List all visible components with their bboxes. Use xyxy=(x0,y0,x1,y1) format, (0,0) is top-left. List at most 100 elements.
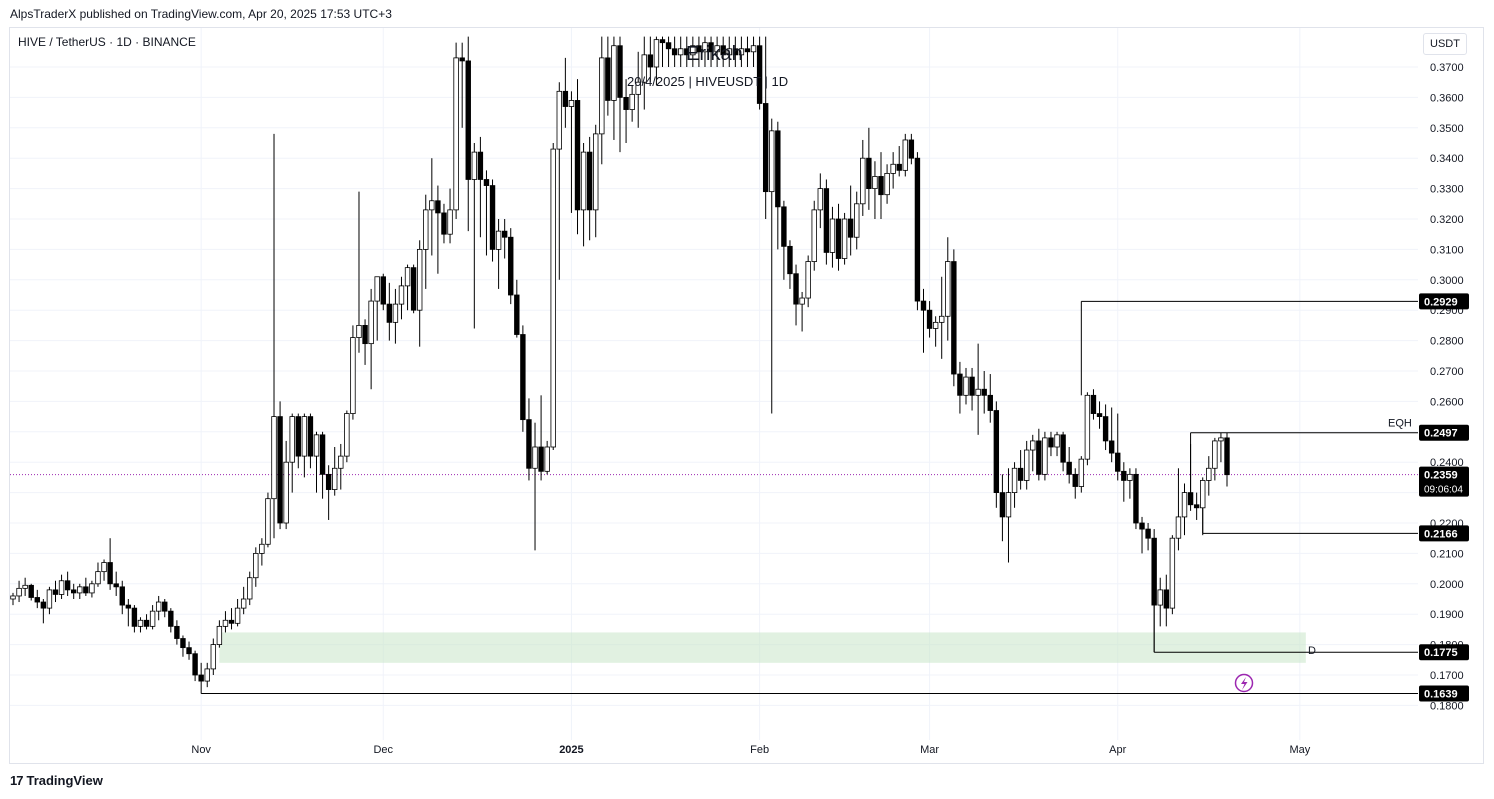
candle-body xyxy=(332,467,338,490)
candle-body xyxy=(16,587,22,597)
candle xyxy=(410,264,417,314)
candle-body xyxy=(1017,467,1024,481)
candle xyxy=(939,276,945,359)
candle xyxy=(1193,492,1200,520)
candle xyxy=(665,36,672,67)
candle-body xyxy=(143,619,150,627)
candle xyxy=(1145,523,1151,551)
candle xyxy=(1060,431,1066,472)
candle-body xyxy=(568,100,575,107)
candle-body xyxy=(738,48,745,56)
candle xyxy=(890,152,896,189)
candle-body xyxy=(969,376,975,396)
candle-body xyxy=(659,39,666,44)
candle-body xyxy=(368,300,374,345)
candle-body xyxy=(593,133,599,211)
level-tag-text: EQH xyxy=(1388,418,1412,430)
candle xyxy=(295,413,301,469)
candle-body xyxy=(447,209,453,235)
candle-body xyxy=(234,607,241,624)
candle-body xyxy=(429,200,435,211)
candle xyxy=(702,36,708,67)
lightning-bolt xyxy=(1241,677,1248,690)
candle xyxy=(471,143,478,329)
candle-body xyxy=(817,188,824,211)
candle xyxy=(247,571,253,606)
candle xyxy=(1133,468,1139,530)
candle xyxy=(878,152,884,219)
candle xyxy=(1084,392,1091,466)
candle-body xyxy=(295,416,301,457)
candle xyxy=(981,371,987,414)
candle xyxy=(860,139,866,216)
candle xyxy=(137,617,144,633)
candle-body xyxy=(404,267,411,287)
candle xyxy=(489,179,496,262)
candle-body xyxy=(550,148,556,448)
candle xyxy=(1023,440,1030,490)
candle-body xyxy=(77,586,83,594)
candle xyxy=(732,36,739,67)
candle xyxy=(708,36,714,67)
candle xyxy=(1017,450,1024,490)
candle xyxy=(580,143,587,247)
candle-body xyxy=(465,60,471,180)
price-level-label: 0.2929 xyxy=(1424,296,1458,308)
candle xyxy=(957,361,963,414)
candle-body xyxy=(872,176,878,190)
candle-body xyxy=(1030,440,1036,451)
tradingview-brand[interactable]: 17 TradingView xyxy=(10,773,103,788)
candle xyxy=(1096,401,1103,429)
candle xyxy=(95,562,101,587)
candle-body xyxy=(441,212,447,235)
current-price-label: 0.2359 xyxy=(1424,470,1458,482)
candle xyxy=(690,36,696,67)
y-tick-label: 0.3600 xyxy=(1430,92,1464,104)
candle-body xyxy=(313,434,320,457)
candle xyxy=(1224,432,1230,487)
candle xyxy=(332,447,338,496)
candle xyxy=(1072,468,1078,499)
candle-body xyxy=(987,394,993,411)
candle-body xyxy=(416,248,423,311)
candle xyxy=(1121,462,1127,502)
candle-body xyxy=(137,619,144,627)
candle xyxy=(508,228,514,305)
candle-body xyxy=(532,446,538,469)
candle-body xyxy=(702,42,708,53)
candle-body xyxy=(22,584,28,589)
y-tick-label: 0.3400 xyxy=(1430,153,1464,165)
candle xyxy=(872,161,878,219)
candle-body xyxy=(1036,440,1042,475)
candle xyxy=(605,36,611,116)
candle xyxy=(162,599,168,618)
candle xyxy=(1042,431,1048,481)
candle-body xyxy=(939,315,945,323)
candle xyxy=(338,443,344,490)
price-level-label: 0.1775 xyxy=(1424,647,1458,659)
candle xyxy=(914,152,921,311)
candle-body xyxy=(1218,437,1224,442)
candle xyxy=(313,431,320,493)
candle xyxy=(726,36,732,67)
candle xyxy=(1078,456,1085,493)
y-tick-label: 0.2700 xyxy=(1430,366,1464,378)
candle-body xyxy=(64,580,71,591)
currency-button[interactable]: USDT xyxy=(1423,33,1467,55)
y-tick-label: 0.2400 xyxy=(1430,457,1464,469)
candle xyxy=(441,203,447,244)
candle xyxy=(756,36,763,110)
price-level-tag xyxy=(1419,293,1469,310)
candle xyxy=(40,599,47,624)
candle-body xyxy=(386,303,393,323)
candle-body xyxy=(459,57,465,62)
candle-body xyxy=(489,185,496,250)
candle-body xyxy=(344,413,350,457)
candle xyxy=(841,212,848,265)
candle-body xyxy=(793,273,799,305)
candle-body xyxy=(125,604,132,609)
candle-body xyxy=(726,48,732,56)
candle-body xyxy=(744,48,751,53)
candle xyxy=(131,605,138,633)
